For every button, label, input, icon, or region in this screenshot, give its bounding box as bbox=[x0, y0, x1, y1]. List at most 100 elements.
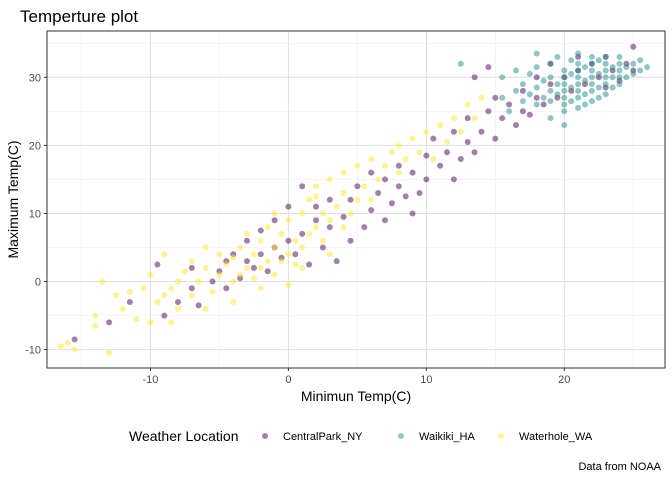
data-point bbox=[457, 60, 464, 67]
data-point bbox=[354, 162, 361, 169]
data-point bbox=[582, 101, 588, 108]
data-point bbox=[533, 84, 540, 91]
data-point bbox=[326, 176, 333, 183]
data-point bbox=[582, 91, 588, 98]
data-point bbox=[106, 350, 113, 356]
data-point bbox=[292, 251, 299, 258]
data-point bbox=[423, 176, 430, 183]
data-point bbox=[471, 74, 478, 81]
data-point bbox=[457, 128, 464, 135]
data-point bbox=[561, 122, 568, 128]
data-point bbox=[147, 319, 154, 326]
data-point bbox=[464, 115, 471, 122]
data-point bbox=[478, 128, 485, 135]
data-point bbox=[533, 64, 540, 71]
data-point bbox=[588, 87, 595, 94]
data-point bbox=[195, 278, 202, 285]
data-point bbox=[209, 278, 216, 285]
data-point bbox=[126, 299, 133, 305]
data-point bbox=[561, 87, 568, 94]
data-point bbox=[616, 53, 623, 60]
data-point bbox=[257, 237, 264, 244]
data-point bbox=[450, 115, 457, 122]
data-point bbox=[319, 244, 326, 251]
data-point bbox=[154, 299, 161, 305]
data-point bbox=[161, 312, 168, 319]
data-point bbox=[561, 74, 568, 81]
data-point bbox=[602, 74, 609, 81]
data-point bbox=[588, 81, 595, 88]
data-point bbox=[333, 203, 340, 210]
x-axis-label: Minimun Temp(C) bbox=[301, 388, 411, 404]
data-point bbox=[340, 213, 347, 220]
data-point bbox=[561, 81, 568, 88]
data-point bbox=[347, 237, 354, 244]
data-point bbox=[161, 251, 168, 258]
data-point bbox=[278, 258, 285, 265]
data-point bbox=[175, 299, 181, 305]
data-point bbox=[609, 84, 616, 91]
data-point bbox=[623, 64, 630, 71]
data-point bbox=[244, 230, 250, 237]
data-point bbox=[450, 128, 457, 135]
data-point bbox=[119, 305, 126, 312]
y-tick-label: -10 bbox=[25, 345, 41, 357]
data-point bbox=[126, 288, 133, 295]
data-point bbox=[478, 94, 485, 101]
data-point bbox=[609, 74, 616, 81]
data-point bbox=[437, 122, 444, 128]
data-point bbox=[216, 251, 223, 258]
data-point bbox=[368, 207, 375, 214]
data-point bbox=[402, 193, 409, 200]
data-point bbox=[547, 74, 554, 81]
data-point bbox=[244, 237, 250, 244]
data-point bbox=[368, 169, 375, 176]
data-point bbox=[299, 183, 306, 190]
data-point bbox=[264, 258, 271, 265]
data-point bbox=[602, 91, 609, 98]
data-point bbox=[388, 200, 395, 207]
data-point bbox=[278, 230, 285, 237]
data-point bbox=[595, 57, 602, 64]
data-point bbox=[175, 305, 181, 312]
data-point bbox=[175, 278, 181, 285]
data-point bbox=[588, 98, 595, 105]
data-point bbox=[616, 81, 623, 88]
data-point bbox=[588, 53, 595, 60]
data-point bbox=[602, 60, 609, 67]
data-point bbox=[595, 70, 602, 77]
series-Waterhole_WA bbox=[57, 94, 485, 356]
data-point bbox=[444, 149, 450, 156]
data-point bbox=[554, 91, 561, 98]
data-point bbox=[547, 98, 554, 105]
data-point bbox=[313, 217, 319, 224]
data-point bbox=[57, 343, 64, 350]
data-point bbox=[623, 74, 630, 81]
data-point bbox=[395, 142, 402, 149]
data-point bbox=[595, 94, 602, 101]
data-point bbox=[313, 203, 319, 210]
data-point bbox=[230, 278, 237, 285]
data-point bbox=[423, 152, 430, 159]
data-point bbox=[271, 271, 278, 278]
data-point bbox=[602, 53, 609, 60]
data-point bbox=[147, 271, 154, 278]
data-point bbox=[354, 196, 361, 203]
data-point bbox=[547, 81, 554, 88]
data-point bbox=[382, 162, 388, 169]
data-point bbox=[547, 115, 554, 122]
data-point bbox=[257, 285, 264, 292]
data-point bbox=[575, 50, 582, 57]
y-axis-label: Maximum Temp(C) bbox=[5, 141, 21, 259]
data-point bbox=[319, 237, 326, 244]
data-point bbox=[168, 285, 175, 292]
data-point bbox=[361, 183, 368, 190]
legend-label-Waterhole_WA: Waterhole_WA bbox=[519, 431, 593, 443]
data-point bbox=[519, 87, 526, 94]
data-point bbox=[271, 210, 278, 217]
data-point bbox=[195, 302, 202, 309]
data-point bbox=[326, 217, 333, 224]
data-point bbox=[485, 64, 492, 71]
data-point bbox=[588, 60, 595, 67]
plot-area: -10 0 10 20 -10 0 10 20 30 bbox=[25, 30, 666, 386]
